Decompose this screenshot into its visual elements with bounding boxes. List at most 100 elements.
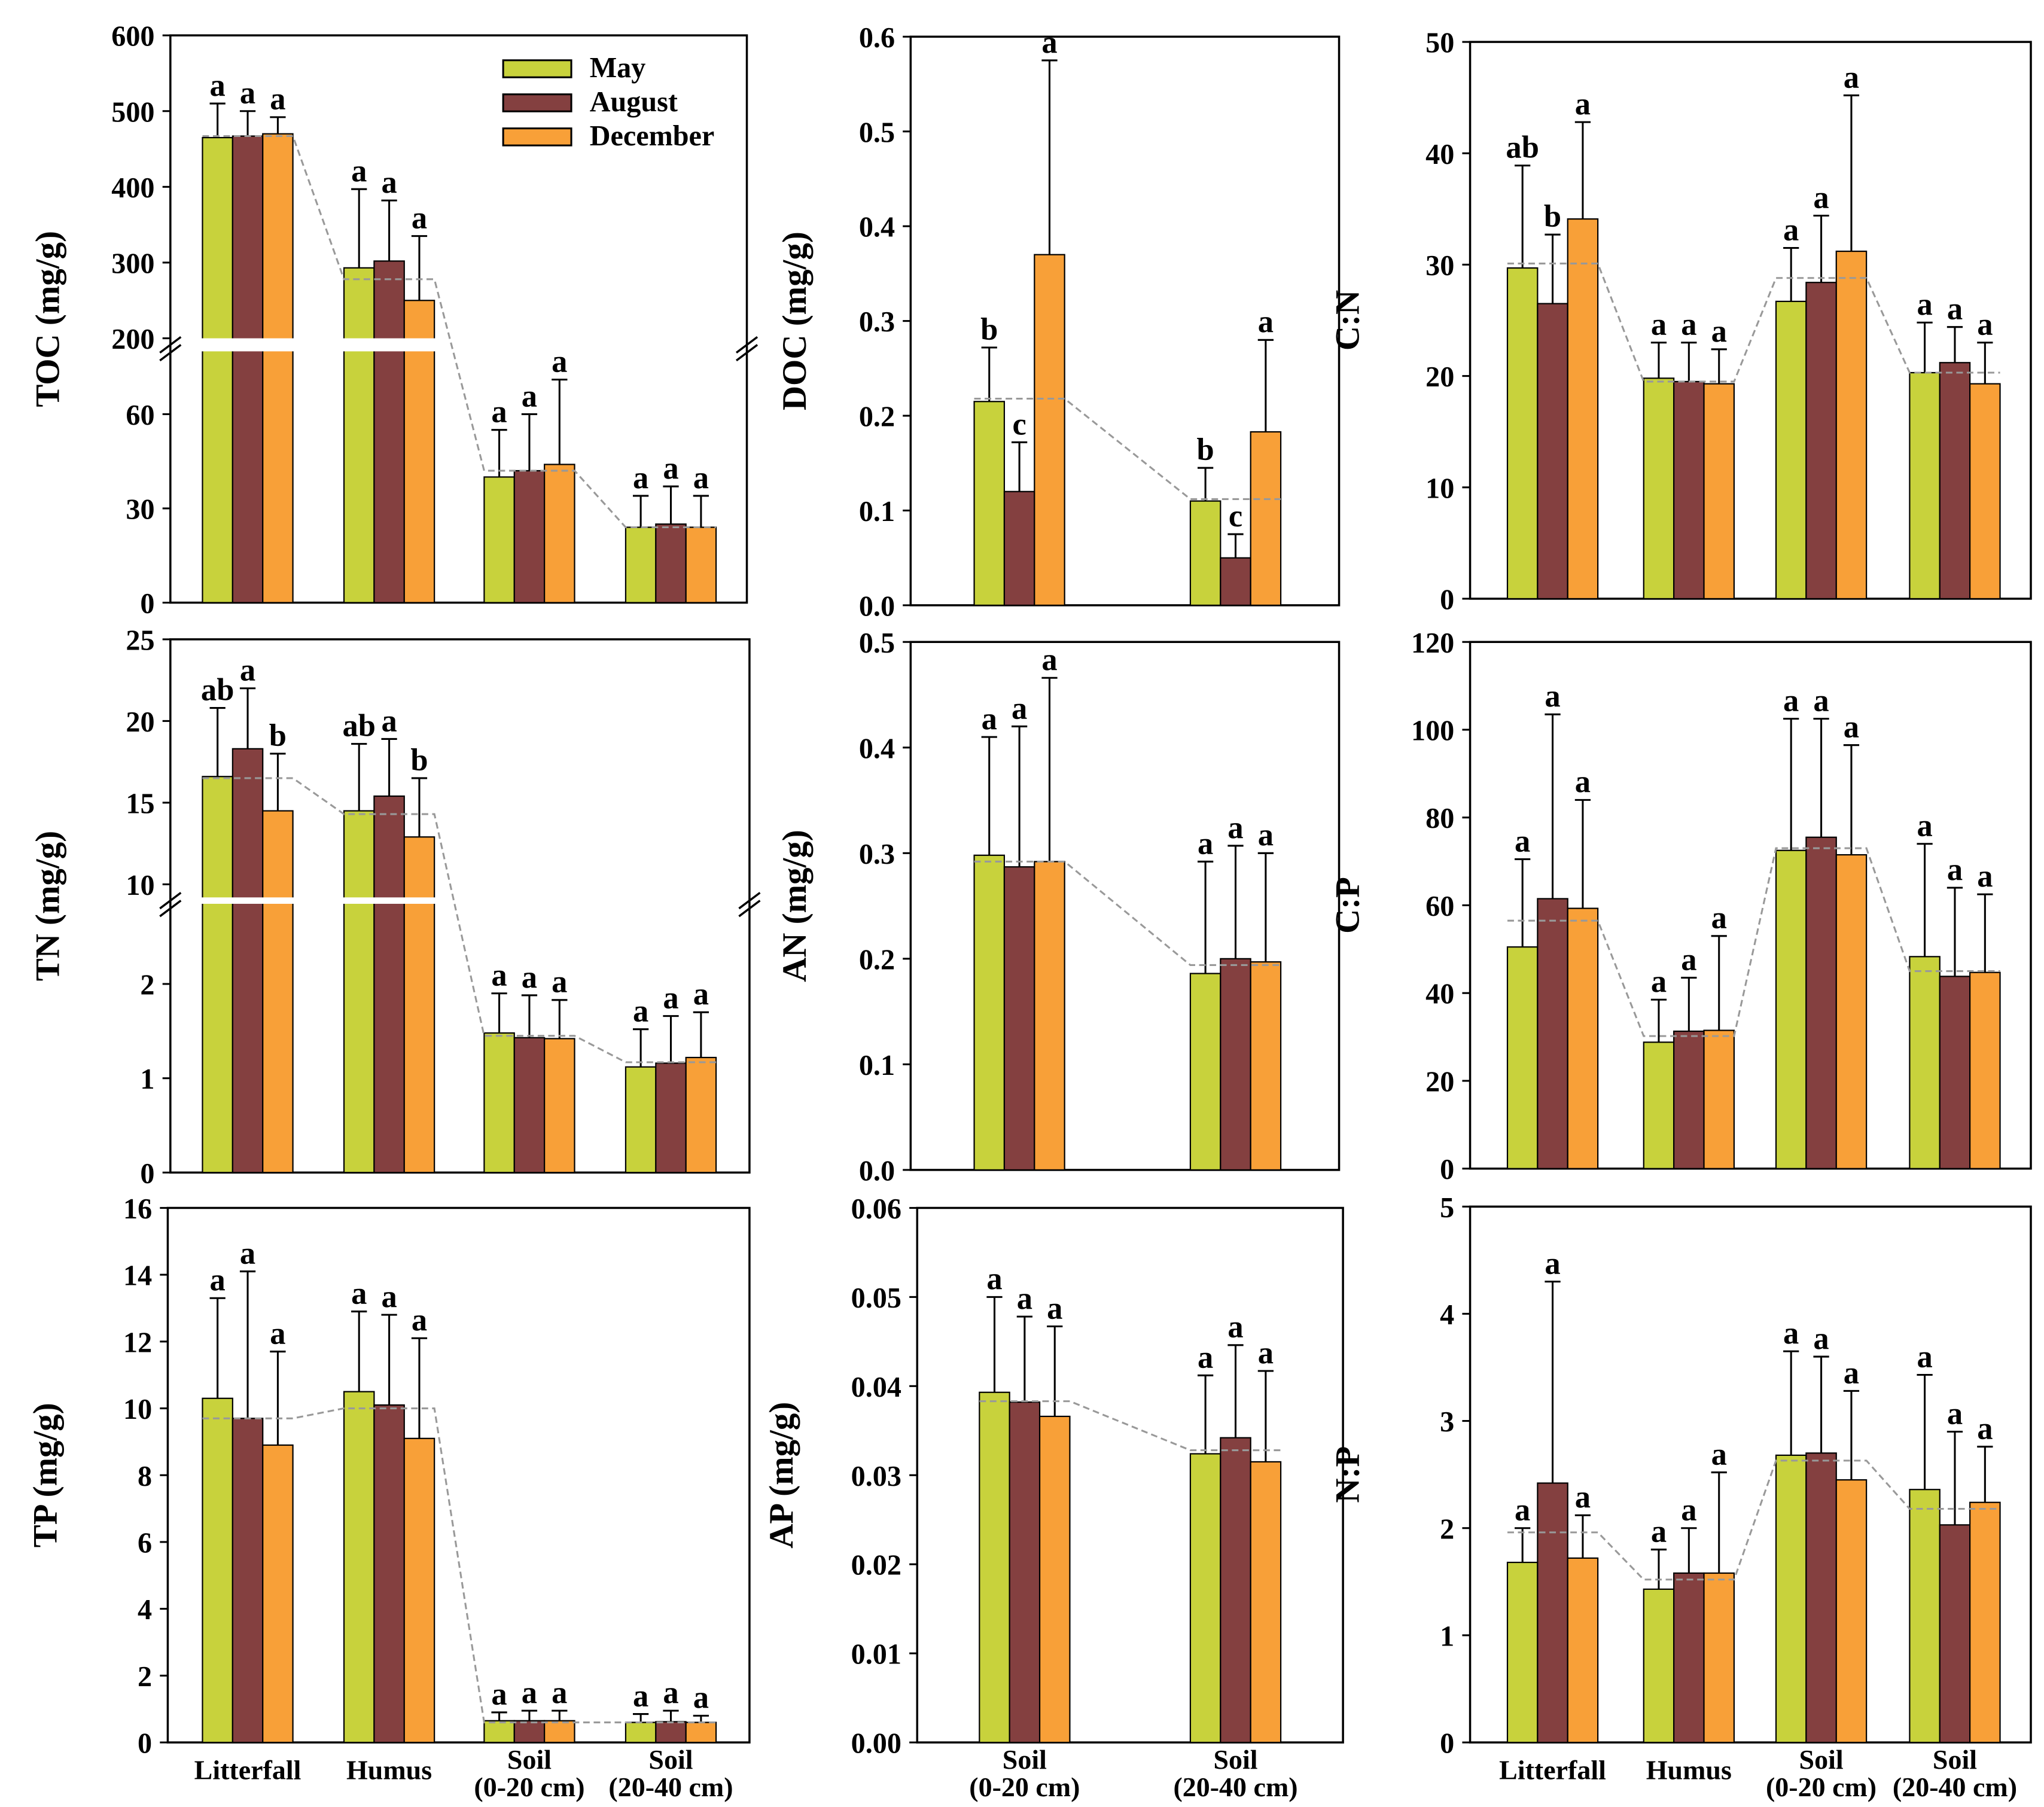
- plot-frame: [1469, 41, 2032, 600]
- bar-december: [1835, 250, 1868, 600]
- significance-letter: a: [1711, 901, 1727, 936]
- y-tick-label: 0: [1440, 1154, 1454, 1186]
- bar-may: [343, 267, 375, 604]
- bar-december: [1835, 1479, 1868, 1744]
- x-tick-label-line: Litterfall: [1499, 1754, 1606, 1785]
- bar-august: [655, 523, 687, 604]
- bar-december: [544, 464, 575, 604]
- bar-may: [1506, 267, 1539, 600]
- bar-december: [685, 1721, 717, 1744]
- x-tick-label-line: Soil: [1933, 1744, 1977, 1775]
- bar-december: [685, 1056, 717, 1174]
- significance-letter: a: [1651, 307, 1667, 342]
- bar-december: [1250, 961, 1282, 1171]
- bar-august: [655, 1062, 687, 1174]
- legend-label: August: [590, 86, 678, 118]
- x-tick-label-line: Soil: [507, 1744, 552, 1775]
- y-tick-label: 0.0: [859, 590, 895, 622]
- bar-august: [1673, 1572, 1705, 1744]
- y-tick-label: 0.0: [859, 1155, 895, 1187]
- mean-line: [974, 860, 1281, 966]
- bar-december: [1034, 254, 1065, 606]
- x-tick-label: Soil (0-20 cm): [1766, 1744, 1877, 1802]
- significance-letter: a: [491, 1677, 507, 1712]
- bar-december: [262, 810, 294, 1174]
- mean-line: [1507, 847, 2000, 1037]
- bar-may: [1506, 1561, 1539, 1744]
- y-tick-label: 0.04: [851, 1372, 901, 1403]
- bar-august: [1220, 557, 1251, 606]
- bar-may: [202, 1397, 233, 1744]
- mean-line: [1507, 1459, 2000, 1581]
- significance-letter: a: [1917, 809, 1932, 843]
- bar-december: [1703, 1572, 1735, 1744]
- y-tick-label: 0.01: [851, 1639, 901, 1671]
- y-tick-label: 16: [123, 1193, 152, 1225]
- mean-line: [974, 397, 1281, 500]
- significance-letter: a: [986, 1261, 1002, 1296]
- y-tick-label: 5: [1440, 1192, 1454, 1224]
- x-tick-label-line: Litterfall: [194, 1754, 301, 1785]
- significance-letter: a: [1575, 1480, 1591, 1515]
- significance-letter: a: [1783, 683, 1799, 718]
- significance-letter: a: [1813, 180, 1829, 215]
- legend-swatch-august: [502, 93, 572, 112]
- bar-august: [1537, 303, 1568, 600]
- bar-may: [1909, 1489, 1941, 1744]
- y-tick-label: 0.3: [859, 306, 895, 338]
- plot-frame: [169, 638, 751, 1174]
- significance-letter: a: [1947, 1396, 1963, 1431]
- significance-letter: a: [270, 82, 285, 117]
- bar-may: [1643, 1588, 1675, 1744]
- significance-letter: a: [1813, 683, 1829, 718]
- significance-letter: a: [240, 76, 255, 111]
- y-tick-label: 0: [140, 1158, 154, 1190]
- bar-august: [1939, 362, 1971, 600]
- significance-letter: a: [381, 703, 397, 738]
- bar-may: [1189, 1453, 1221, 1744]
- significance-letter: a: [693, 1680, 709, 1715]
- bar-december: [262, 133, 294, 604]
- bar-may: [1775, 849, 1807, 1169]
- significance-letter: a: [210, 1263, 226, 1297]
- y-axis-label: C:N: [1329, 290, 1366, 351]
- bar-august: [231, 135, 264, 604]
- axis-break-mark: [159, 344, 182, 362]
- bar-december: [1969, 1501, 2001, 1744]
- y-tick-label: 600: [111, 21, 154, 53]
- x-tick-label-line: (20-40 cm): [608, 1772, 733, 1802]
- bar-may: [1189, 500, 1221, 606]
- y-tick-label: 40: [1425, 979, 1454, 1010]
- y-tick-label: 30: [1425, 250, 1454, 282]
- significance-letter: a: [1917, 287, 1932, 322]
- bar-may: [202, 776, 233, 1174]
- bar-may: [202, 136, 233, 604]
- y-axis-label: AP (mg/g): [763, 1402, 800, 1549]
- bar-august: [231, 1418, 264, 1744]
- bar-august: [1673, 380, 1705, 600]
- y-tick-label: 1: [140, 1064, 154, 1095]
- significance-letter: a: [1977, 859, 1993, 894]
- significance-letter: a: [1681, 307, 1696, 342]
- bar-december: [1567, 907, 1599, 1169]
- significance-letter: a: [522, 379, 537, 413]
- significance-letter: a: [633, 461, 648, 495]
- y-axis-label: TOC (mg/g): [29, 231, 67, 407]
- significance-letter: a: [1012, 691, 1027, 726]
- x-tick-label-line: Soil: [1003, 1744, 1047, 1775]
- significance-letter: a: [1575, 764, 1591, 799]
- y-tick-label: 500: [111, 96, 154, 128]
- bar-may: [1189, 973, 1221, 1171]
- axis-break-mark: [159, 900, 182, 918]
- bar-august: [1003, 866, 1035, 1171]
- bar-december: [544, 1038, 575, 1174]
- x-tick-label-line: (0-20 cm): [969, 1772, 1080, 1802]
- x-tick-label: Soil (0-20 cm): [474, 1744, 584, 1802]
- significance-letter: a: [1651, 1514, 1667, 1549]
- y-tick-label: 4: [1440, 1299, 1454, 1331]
- significance-letter: a: [552, 965, 567, 1000]
- x-tick-label: Soil (20-40 cm): [1173, 1744, 1297, 1802]
- significance-letter: a: [633, 994, 648, 1029]
